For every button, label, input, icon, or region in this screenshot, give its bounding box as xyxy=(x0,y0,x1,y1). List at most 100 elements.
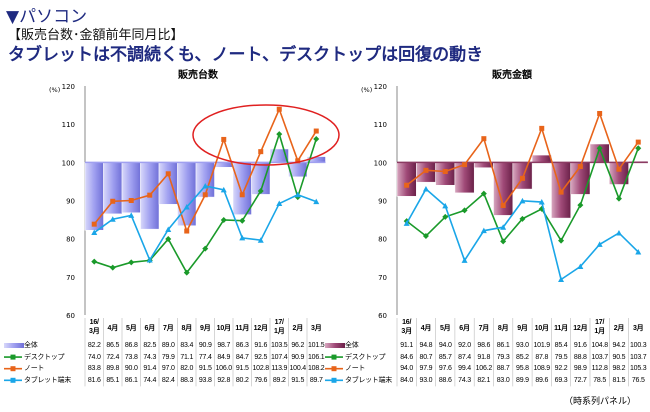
marker-diamond xyxy=(202,245,209,252)
section-title: ▼パソコン xyxy=(6,7,88,27)
marker-triangle xyxy=(146,257,153,263)
marker-square xyxy=(481,136,487,142)
marker-diamond xyxy=(313,136,320,143)
marker-square xyxy=(442,168,448,174)
table-cell: 89.6 xyxy=(535,376,549,384)
marker-diamond xyxy=(500,238,507,245)
table-cell: 88.6 xyxy=(438,376,452,384)
legend-swatch-total xyxy=(4,343,24,348)
legend-marker xyxy=(10,354,16,360)
marker-diamond xyxy=(220,216,227,223)
y-tick-label: 90 xyxy=(66,198,75,206)
chart-title-units: 販売台数 xyxy=(178,70,218,81)
y-tick-label: 110 xyxy=(62,121,75,129)
table-cell: 88.3 xyxy=(180,376,194,384)
marker-square xyxy=(500,202,506,208)
y-axis-unit: (%) xyxy=(361,86,372,94)
legend-marker xyxy=(331,377,337,383)
marker-square xyxy=(239,192,245,198)
y-axis-unit: (%) xyxy=(49,86,60,94)
x-tick-label: 17/ 1月 xyxy=(274,319,285,335)
marker-diamond xyxy=(615,195,622,202)
legend-label: ノート xyxy=(24,365,45,373)
table-cell: 93.8 xyxy=(198,376,212,384)
x-tick-label: 10月 xyxy=(534,325,549,332)
marker-triangle xyxy=(596,241,603,247)
table-cell: 71.1 xyxy=(180,353,194,361)
table-cell: 106.1 xyxy=(307,353,325,361)
legend-marker xyxy=(331,354,337,360)
bar-total xyxy=(195,162,215,198)
table-cell: 107.4 xyxy=(270,353,288,361)
table-cell: 84.6 xyxy=(400,353,414,361)
x-tick-label: 10月 xyxy=(216,325,231,332)
marker-diamond xyxy=(635,145,642,152)
marker-square xyxy=(165,171,171,177)
table-cell: 91.5 xyxy=(198,365,212,373)
y-tick-label: 120 xyxy=(374,83,387,91)
marker-square xyxy=(462,162,468,168)
marker-diamond xyxy=(165,236,172,243)
subtitle: 【販売台数･金額前年同月比】 xyxy=(8,28,184,43)
legend-marker xyxy=(331,366,337,372)
table-cell: 78.5 xyxy=(593,376,607,384)
marker-triangle xyxy=(239,234,246,241)
x-tick-label: 4月 xyxy=(420,325,432,332)
y-tick-label: 120 xyxy=(62,83,75,91)
marker-triangle xyxy=(183,203,190,210)
table-cell: 98.2 xyxy=(612,365,626,373)
y-tick-label: 100 xyxy=(62,159,75,167)
table-cell: 92.0 xyxy=(458,342,471,349)
table-cell: 91.1 xyxy=(400,342,414,349)
table-cell: 103.5 xyxy=(270,342,288,349)
x-tick-label: 9月 xyxy=(517,325,528,332)
marker-square xyxy=(616,166,622,172)
headline: タブレットは不調続くも、ノート、デスクトップは回復の動き xyxy=(8,45,484,65)
table-cell: 102.8 xyxy=(252,365,270,373)
x-tick-label: 7月 xyxy=(478,325,490,332)
table-cell: 79.9 xyxy=(161,353,175,361)
marker-triangle xyxy=(480,227,487,234)
highlight-ellipse xyxy=(192,104,340,166)
table-cell: 90.0 xyxy=(124,365,138,373)
marker-square xyxy=(313,128,319,134)
bar-total xyxy=(232,162,252,215)
marker-diamond xyxy=(577,202,584,209)
table-cell: 97.9 xyxy=(419,365,433,373)
x-tick-label: 12月 xyxy=(253,325,268,332)
x-tick-label: 2月 xyxy=(613,325,625,332)
x-tick-label: 5月 xyxy=(126,325,137,332)
marker-square xyxy=(184,228,190,234)
x-tick-label: 16/ 3月 xyxy=(89,319,100,335)
table-cell: 82.4 xyxy=(161,376,175,384)
y-tick-label: 70 xyxy=(66,274,75,282)
table-cell: 93.0 xyxy=(516,342,529,349)
table-cell: 97.0 xyxy=(161,365,175,373)
table-cell: 84.7 xyxy=(235,353,249,361)
bar-total xyxy=(512,162,533,190)
table-cell: 73.8 xyxy=(124,353,138,361)
legend-label: タブレット端末 xyxy=(24,376,71,384)
table-cell: 83.4 xyxy=(180,342,194,349)
marker-triangle xyxy=(461,257,468,263)
marker-diamond xyxy=(558,237,565,244)
marker-square xyxy=(539,125,545,131)
table-cell: 74.4 xyxy=(143,376,157,384)
marker-triangle xyxy=(422,186,429,192)
table-cell: 94.0 xyxy=(400,365,414,373)
x-tick-label: 11月 xyxy=(235,325,250,332)
marker-square xyxy=(577,164,583,170)
x-tick-label: 5月 xyxy=(439,325,451,332)
table-cell: 86.3 xyxy=(235,342,249,349)
x-tick-label: 7月 xyxy=(163,325,174,332)
table-cell: 85.2 xyxy=(516,353,529,361)
bar-total xyxy=(531,154,552,163)
table-cell: 79.6 xyxy=(254,376,268,384)
table-cell: 105.3 xyxy=(629,365,647,373)
marker-diamond xyxy=(91,258,98,265)
table-cell: 87.4 xyxy=(458,353,471,361)
marker-triangle xyxy=(615,229,622,236)
table-cell: 82.5 xyxy=(143,342,157,349)
table-cell: 83.8 xyxy=(87,365,101,373)
